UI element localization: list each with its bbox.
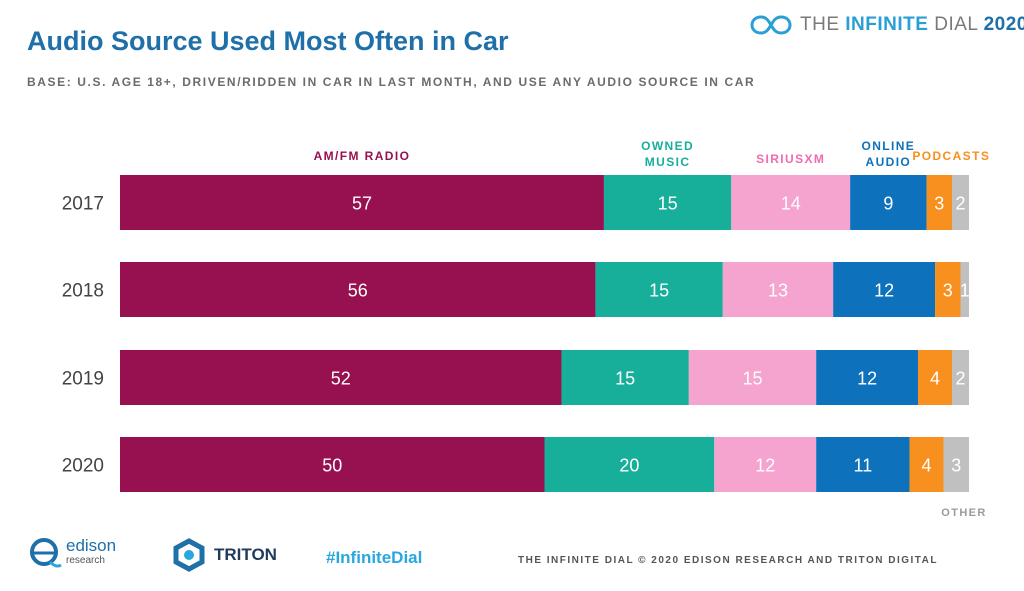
edison-name: edison	[66, 536, 117, 555]
bar-segment	[909, 437, 944, 492]
series-label: OWNED MUSIC	[641, 139, 694, 169]
bar-segment	[120, 175, 604, 230]
category-label: 2018	[62, 281, 104, 302]
copyright-note: THE INFINITE DIAL © 2020 EDISON RESEARCH…	[518, 555, 938, 566]
brand-wordmark: THE INFINITE DIAL 2020	[800, 14, 1024, 35]
page-subtitle: BASE: U.S. AGE 18+, DRIVEN/RIDDEN IN CAR…	[27, 75, 756, 89]
data-label: 4	[922, 456, 932, 476]
bar-segment	[714, 437, 817, 492]
infinite-dial-brand: THE INFINITE DIAL 2020	[750, 14, 1024, 36]
bar-segment	[850, 175, 927, 230]
data-label: 15	[649, 281, 669, 301]
data-label: 15	[742, 369, 762, 389]
data-label: 15	[658, 194, 678, 214]
bar-segment	[943, 437, 969, 492]
infinite-dial-logo-icon	[750, 15, 792, 35]
series-label: SIRIUSXM	[756, 152, 825, 166]
category-label: 2020	[62, 456, 104, 477]
series-label: ONLINE AUDIO	[861, 139, 915, 169]
edison-logo-icon	[30, 538, 62, 568]
data-label: 9	[883, 194, 893, 214]
data-label: 3	[934, 194, 944, 214]
bar-segment	[120, 262, 596, 317]
category-label: 2017	[62, 194, 104, 215]
category-label: 2019	[62, 369, 104, 390]
data-label: 2	[956, 194, 966, 214]
data-label: 13	[768, 281, 788, 301]
triton-name: TRITON	[214, 545, 277, 564]
data-label: 14	[781, 194, 801, 214]
data-label: 12	[857, 369, 877, 389]
bar-segment	[688, 350, 817, 405]
bar-segment	[952, 175, 969, 230]
hashtag-link[interactable]: #InfiniteDial	[326, 548, 423, 567]
bar-segment	[722, 262, 834, 317]
bar-segment	[816, 350, 919, 405]
bar-segment	[603, 175, 732, 230]
series-label: AM/FM RADIO	[314, 149, 411, 163]
data-label: 11	[854, 456, 873, 476]
bar-segment	[833, 262, 936, 317]
edison-sub: research	[66, 555, 105, 566]
data-label: 3	[951, 456, 961, 476]
bar-segment	[120, 437, 545, 492]
data-label: 50	[322, 456, 342, 476]
data-label: 1	[960, 281, 970, 301]
data-label: 15	[615, 369, 635, 389]
bar-segment	[561, 350, 689, 405]
data-label: 12	[755, 456, 775, 476]
bar-segment	[595, 262, 723, 317]
bar-segment	[952, 350, 969, 405]
bar-segment	[544, 437, 715, 492]
data-label: 56	[348, 281, 368, 301]
data-label: 20	[619, 456, 639, 476]
bar-segment	[120, 350, 562, 405]
data-label: 2	[956, 369, 966, 389]
bar-segment	[918, 350, 953, 405]
data-label: 4	[930, 369, 940, 389]
triton-logo: TRITON	[172, 538, 277, 572]
bar-segment	[960, 262, 969, 317]
edison-logo: edison research	[28, 536, 116, 570]
page-title: Audio Source Used Most Often in Car	[27, 26, 509, 56]
bar-segment	[816, 437, 910, 492]
series-label: PODCASTS	[912, 149, 990, 163]
series-label-other: OTHER	[941, 507, 987, 519]
data-label: 52	[331, 369, 351, 389]
bar-segment	[731, 175, 851, 230]
data-label: 57	[352, 194, 372, 214]
triton-logo-icon	[173, 538, 205, 572]
bar-segment	[935, 262, 961, 317]
bar-segment	[926, 175, 953, 230]
data-label: 12	[874, 281, 894, 301]
data-label: 3	[943, 281, 953, 301]
